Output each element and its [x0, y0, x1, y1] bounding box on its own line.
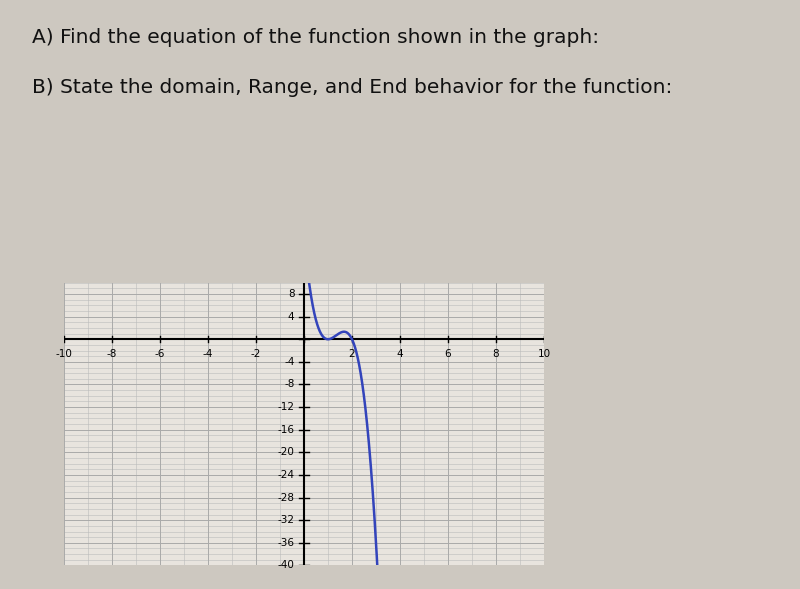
Text: -6: -6 [155, 349, 165, 359]
Text: -16: -16 [278, 425, 294, 435]
Text: -8: -8 [284, 379, 294, 389]
Text: 8: 8 [288, 289, 294, 299]
Text: -40: -40 [278, 561, 294, 570]
Text: -24: -24 [278, 470, 294, 480]
Text: -2: -2 [251, 349, 261, 359]
Text: A) Find the equation of the function shown in the graph:: A) Find the equation of the function sho… [32, 28, 599, 47]
Text: -4: -4 [284, 357, 294, 367]
Text: 4: 4 [288, 312, 294, 322]
Text: -8: -8 [107, 349, 117, 359]
Text: 8: 8 [493, 349, 499, 359]
Text: B) State the domain, Range, and End behavior for the function:: B) State the domain, Range, and End beha… [32, 78, 672, 97]
Text: -36: -36 [278, 538, 294, 548]
Text: 2: 2 [349, 349, 355, 359]
Text: -28: -28 [278, 492, 294, 502]
Text: 10: 10 [538, 349, 550, 359]
Text: -10: -10 [55, 349, 73, 359]
Text: -20: -20 [278, 448, 294, 457]
Text: 6: 6 [445, 349, 451, 359]
Text: -12: -12 [278, 402, 294, 412]
Text: -32: -32 [278, 515, 294, 525]
Text: 4: 4 [397, 349, 403, 359]
Text: -4: -4 [203, 349, 213, 359]
